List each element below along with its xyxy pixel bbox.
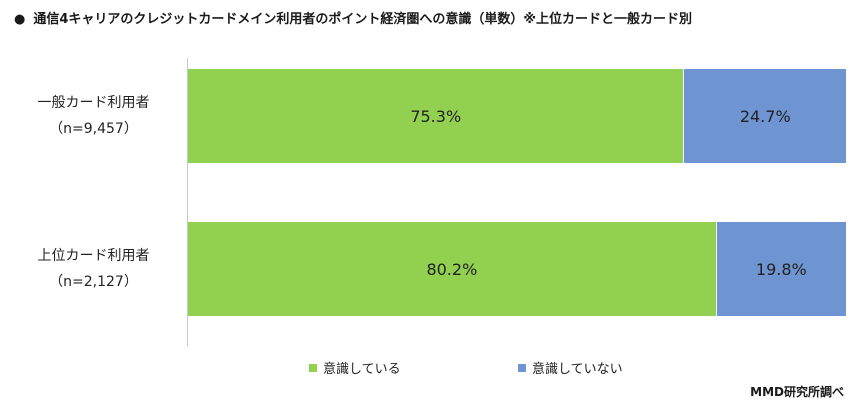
chart-title: ● 通信4キャリアのクレジットカードメイン利用者のポイント経済圏への意識（単数）※… xyxy=(14,8,692,27)
data-label: 80.2% xyxy=(426,259,478,279)
legend-swatch-aware xyxy=(309,363,317,372)
bar-segment-aware: 75.3% xyxy=(188,69,684,163)
title-bullet: ● xyxy=(14,12,26,27)
source-note: MMD研究所調べ xyxy=(750,385,844,399)
data-label: 75.3% xyxy=(410,106,462,126)
bar-row: 75.3% 24.7% xyxy=(188,69,846,163)
category-label: 上位カード利用者 （n=2,127） xyxy=(6,243,181,295)
category-label-n: （n=9,457） xyxy=(49,121,138,137)
bar-segment-unaware: 19.8% xyxy=(715,222,846,316)
category-axis-line xyxy=(187,58,188,346)
bar-segment-aware: 80.2% xyxy=(188,222,716,316)
data-label: 19.8% xyxy=(755,259,807,279)
bar-row: 80.2% 19.8% xyxy=(188,222,846,316)
category-label: 一般カード利用者 （n=9,457） xyxy=(6,90,181,142)
legend-item-aware: 意識している xyxy=(309,358,401,377)
legend-swatch-unaware xyxy=(518,363,526,372)
legend: 意識している 意識していない xyxy=(0,358,854,378)
chart-title-text: 通信4キャリアのクレジットカードメイン利用者のポイント経済圏への意識（単数）※上… xyxy=(33,12,693,27)
legend-item-unaware: 意識していない xyxy=(518,358,623,377)
category-label-name: 上位カード利用者 xyxy=(37,248,150,264)
legend-label-unaware: 意識していない xyxy=(532,362,623,377)
data-label: 24.7% xyxy=(739,106,791,126)
bar-segment-unaware: 24.7% xyxy=(683,69,846,163)
category-label-n: （n=2,127） xyxy=(49,274,138,290)
legend-label-aware: 意識している xyxy=(323,362,401,377)
category-label-name: 一般カード利用者 xyxy=(37,95,150,111)
